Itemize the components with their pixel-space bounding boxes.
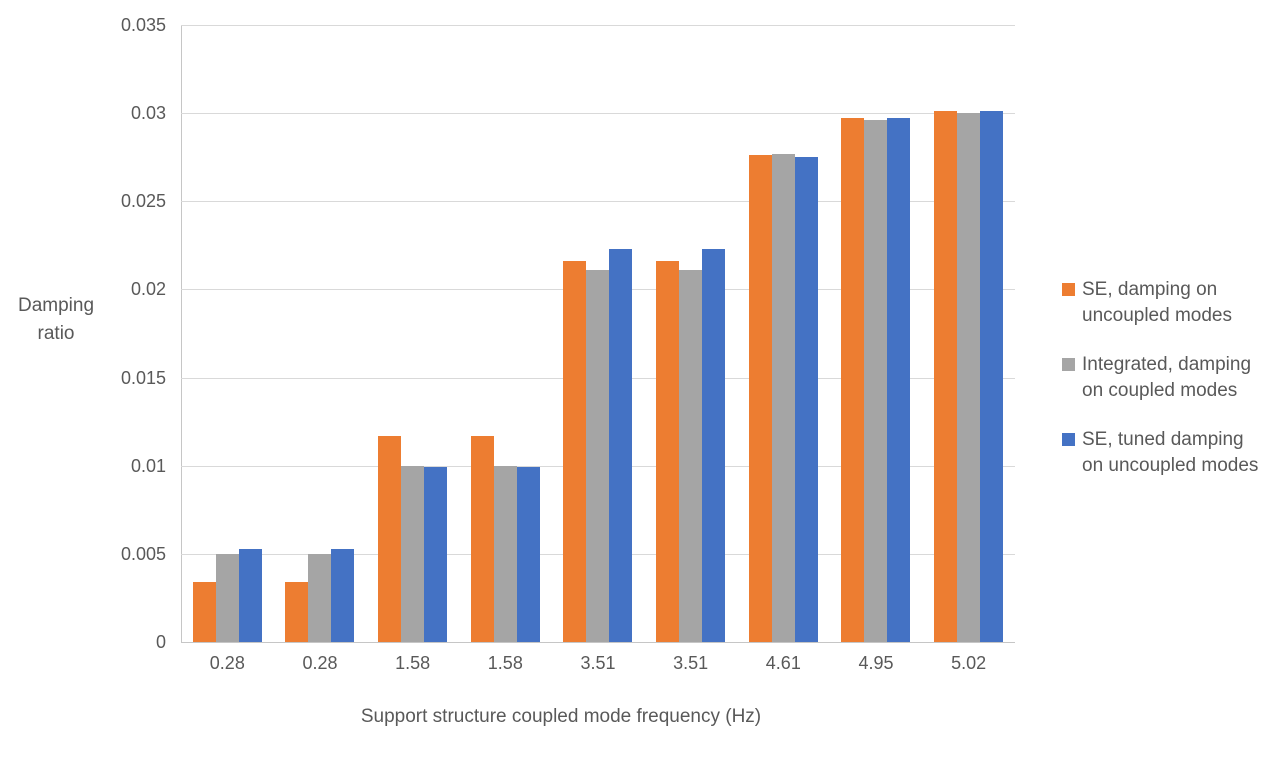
y-tick-label: 0.01	[130, 455, 166, 476]
bar-series1-group1	[192, 582, 216, 642]
bar-series1-group8	[841, 118, 865, 642]
gridline	[181, 25, 1015, 26]
x-axis-line	[181, 642, 1015, 643]
bar-group-1.58	[366, 435, 459, 642]
bar-group-0.28	[274, 548, 367, 642]
bar-series3-group5	[609, 248, 633, 642]
bar-series2-group1	[215, 553, 239, 642]
bar-series1-group9	[934, 111, 958, 642]
bar-series2-group9	[957, 113, 981, 642]
bar-series2-group4	[493, 465, 517, 642]
bar-series1-group7	[748, 155, 772, 642]
bar-series3-group6	[702, 248, 726, 642]
plot-area	[181, 25, 1015, 643]
bar-series2-group6	[679, 270, 703, 642]
x-tick-label: 4.95	[858, 653, 894, 673]
y-tick-label: 0.005	[120, 543, 166, 564]
legend: SE, damping on uncoupled modes Integrated…	[1062, 277, 1270, 479]
bar-group-4.61	[737, 153, 830, 642]
bar-series1-group3	[378, 435, 402, 642]
x-tick-label: 3.51	[580, 653, 616, 673]
legend-label: Integrated, damping on coupled modes	[1082, 354, 1252, 401]
bar-series3-group2	[331, 548, 355, 642]
x-axis-title: Support structure coupled mode frequency…	[360, 706, 762, 727]
bar-group-5.02	[922, 111, 1015, 642]
legend-item-3: SE, tuned damping on uncoupled modes	[1062, 427, 1270, 479]
y-axis-title: Damping ratio	[17, 295, 95, 344]
legend-swatch-icon	[1062, 283, 1075, 296]
y-axis-line	[181, 25, 182, 642]
y-tick-label: 0.035	[120, 15, 166, 35]
y-tick-label: 0	[155, 632, 166, 652]
x-tick-label: 3.51	[673, 653, 709, 673]
x-tick-label: 0.28	[302, 653, 338, 673]
bar-series2-group5	[586, 270, 610, 642]
bar-series2-group7	[771, 153, 795, 642]
legend-swatch-icon	[1062, 358, 1075, 371]
x-tick-label: 1.58	[487, 653, 523, 673]
bar-series3-group9	[980, 111, 1004, 642]
bar-series1-group6	[656, 261, 680, 642]
y-tick-label: 0.015	[120, 367, 166, 388]
bar-group-3.51	[644, 248, 737, 642]
legend-item-2: Integrated, damping on coupled modes	[1062, 352, 1270, 404]
bar-series2-group2	[308, 553, 332, 642]
gridline	[181, 201, 1015, 203]
bar-series2-group3	[401, 465, 425, 642]
bar-series3-group4	[516, 467, 540, 642]
bar-group-4.95	[830, 118, 923, 642]
y-tick-label: 0.03	[130, 103, 166, 124]
x-tick-label: 4.61	[765, 653, 801, 673]
bar-series3-group3	[424, 467, 448, 642]
bar-group-0.28	[181, 548, 274, 642]
bar-series3-group8	[887, 118, 911, 642]
bar-series2-group8	[864, 120, 888, 642]
x-tick-label: 1.58	[395, 653, 431, 673]
legend-item-1: SE, damping on uncoupled modes	[1062, 277, 1270, 329]
y-tick-label: 0.02	[130, 279, 166, 300]
bar-group-1.58	[459, 435, 552, 642]
x-tick-label: 0.28	[209, 653, 245, 673]
bar-series3-group1	[238, 548, 262, 642]
bar-series3-group7	[794, 157, 818, 642]
x-tick-label: 5.02	[951, 653, 987, 673]
bar-group-3.51	[552, 248, 645, 642]
bar-series1-group2	[285, 582, 309, 642]
bar-series1-group5	[563, 261, 587, 642]
legend-label: SE, tuned damping on uncoupled modes	[1082, 429, 1259, 476]
gridline	[181, 113, 1015, 115]
legend-label: SE, damping on uncoupled modes	[1082, 279, 1232, 326]
y-tick-label: 0.025	[120, 191, 166, 212]
legend-swatch-icon	[1062, 433, 1075, 446]
bar-series1-group4	[470, 435, 494, 642]
